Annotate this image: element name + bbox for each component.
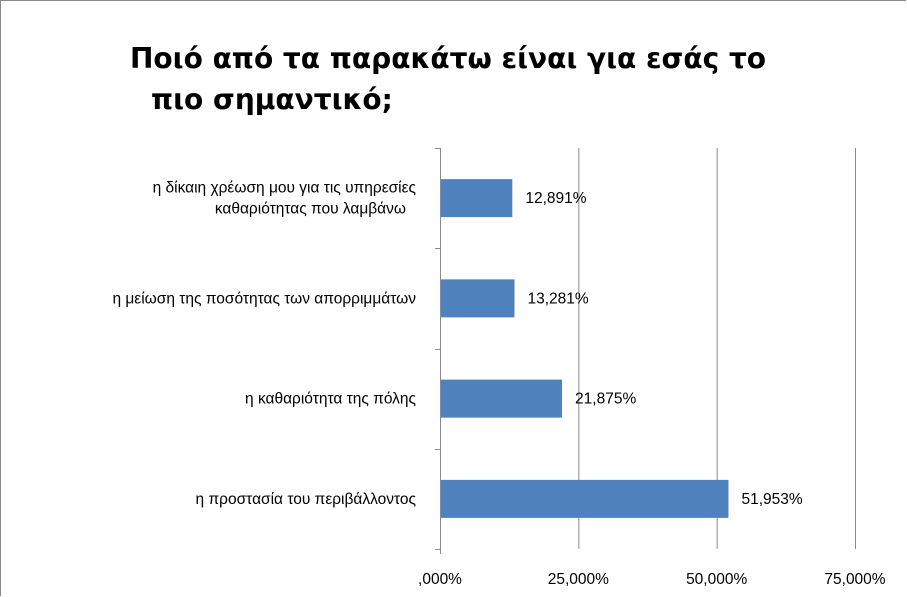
category-label-1: η μείωση της ποσότητας των απορριμμάτων	[112, 290, 416, 307]
bar-3	[441, 479, 729, 518]
chart-title-line-2: πιο σημαντικό;	[151, 83, 393, 116]
bar-2	[441, 379, 563, 418]
data-label-1: 13,281%	[527, 290, 588, 307]
category-label-3: η προστασία του περιβάλλοντος	[196, 491, 416, 508]
category-label-0: η δίκαιη χρέωση μου για τις υπηρεσίες καθ…	[153, 180, 416, 218]
data-label-2: 21,875%	[575, 391, 636, 408]
x-tick-label-1: 25,000%	[548, 571, 609, 588]
x-tick-label-0: ,000%	[418, 571, 462, 588]
bar-1	[441, 279, 515, 318]
x-tick-label-2: 50,000%	[686, 571, 747, 588]
data-label-0: 12,891%	[525, 190, 586, 207]
bar-0	[441, 179, 513, 218]
chart-title-line-1: Ποιό από τα παρακάτω είναι για εσάς το	[130, 42, 767, 75]
data-label-3: 51,953%	[741, 491, 802, 508]
category-label-2: η καθαριότητα της πόλης	[245, 391, 416, 408]
x-tick-label-3: 75,000%	[824, 571, 885, 588]
